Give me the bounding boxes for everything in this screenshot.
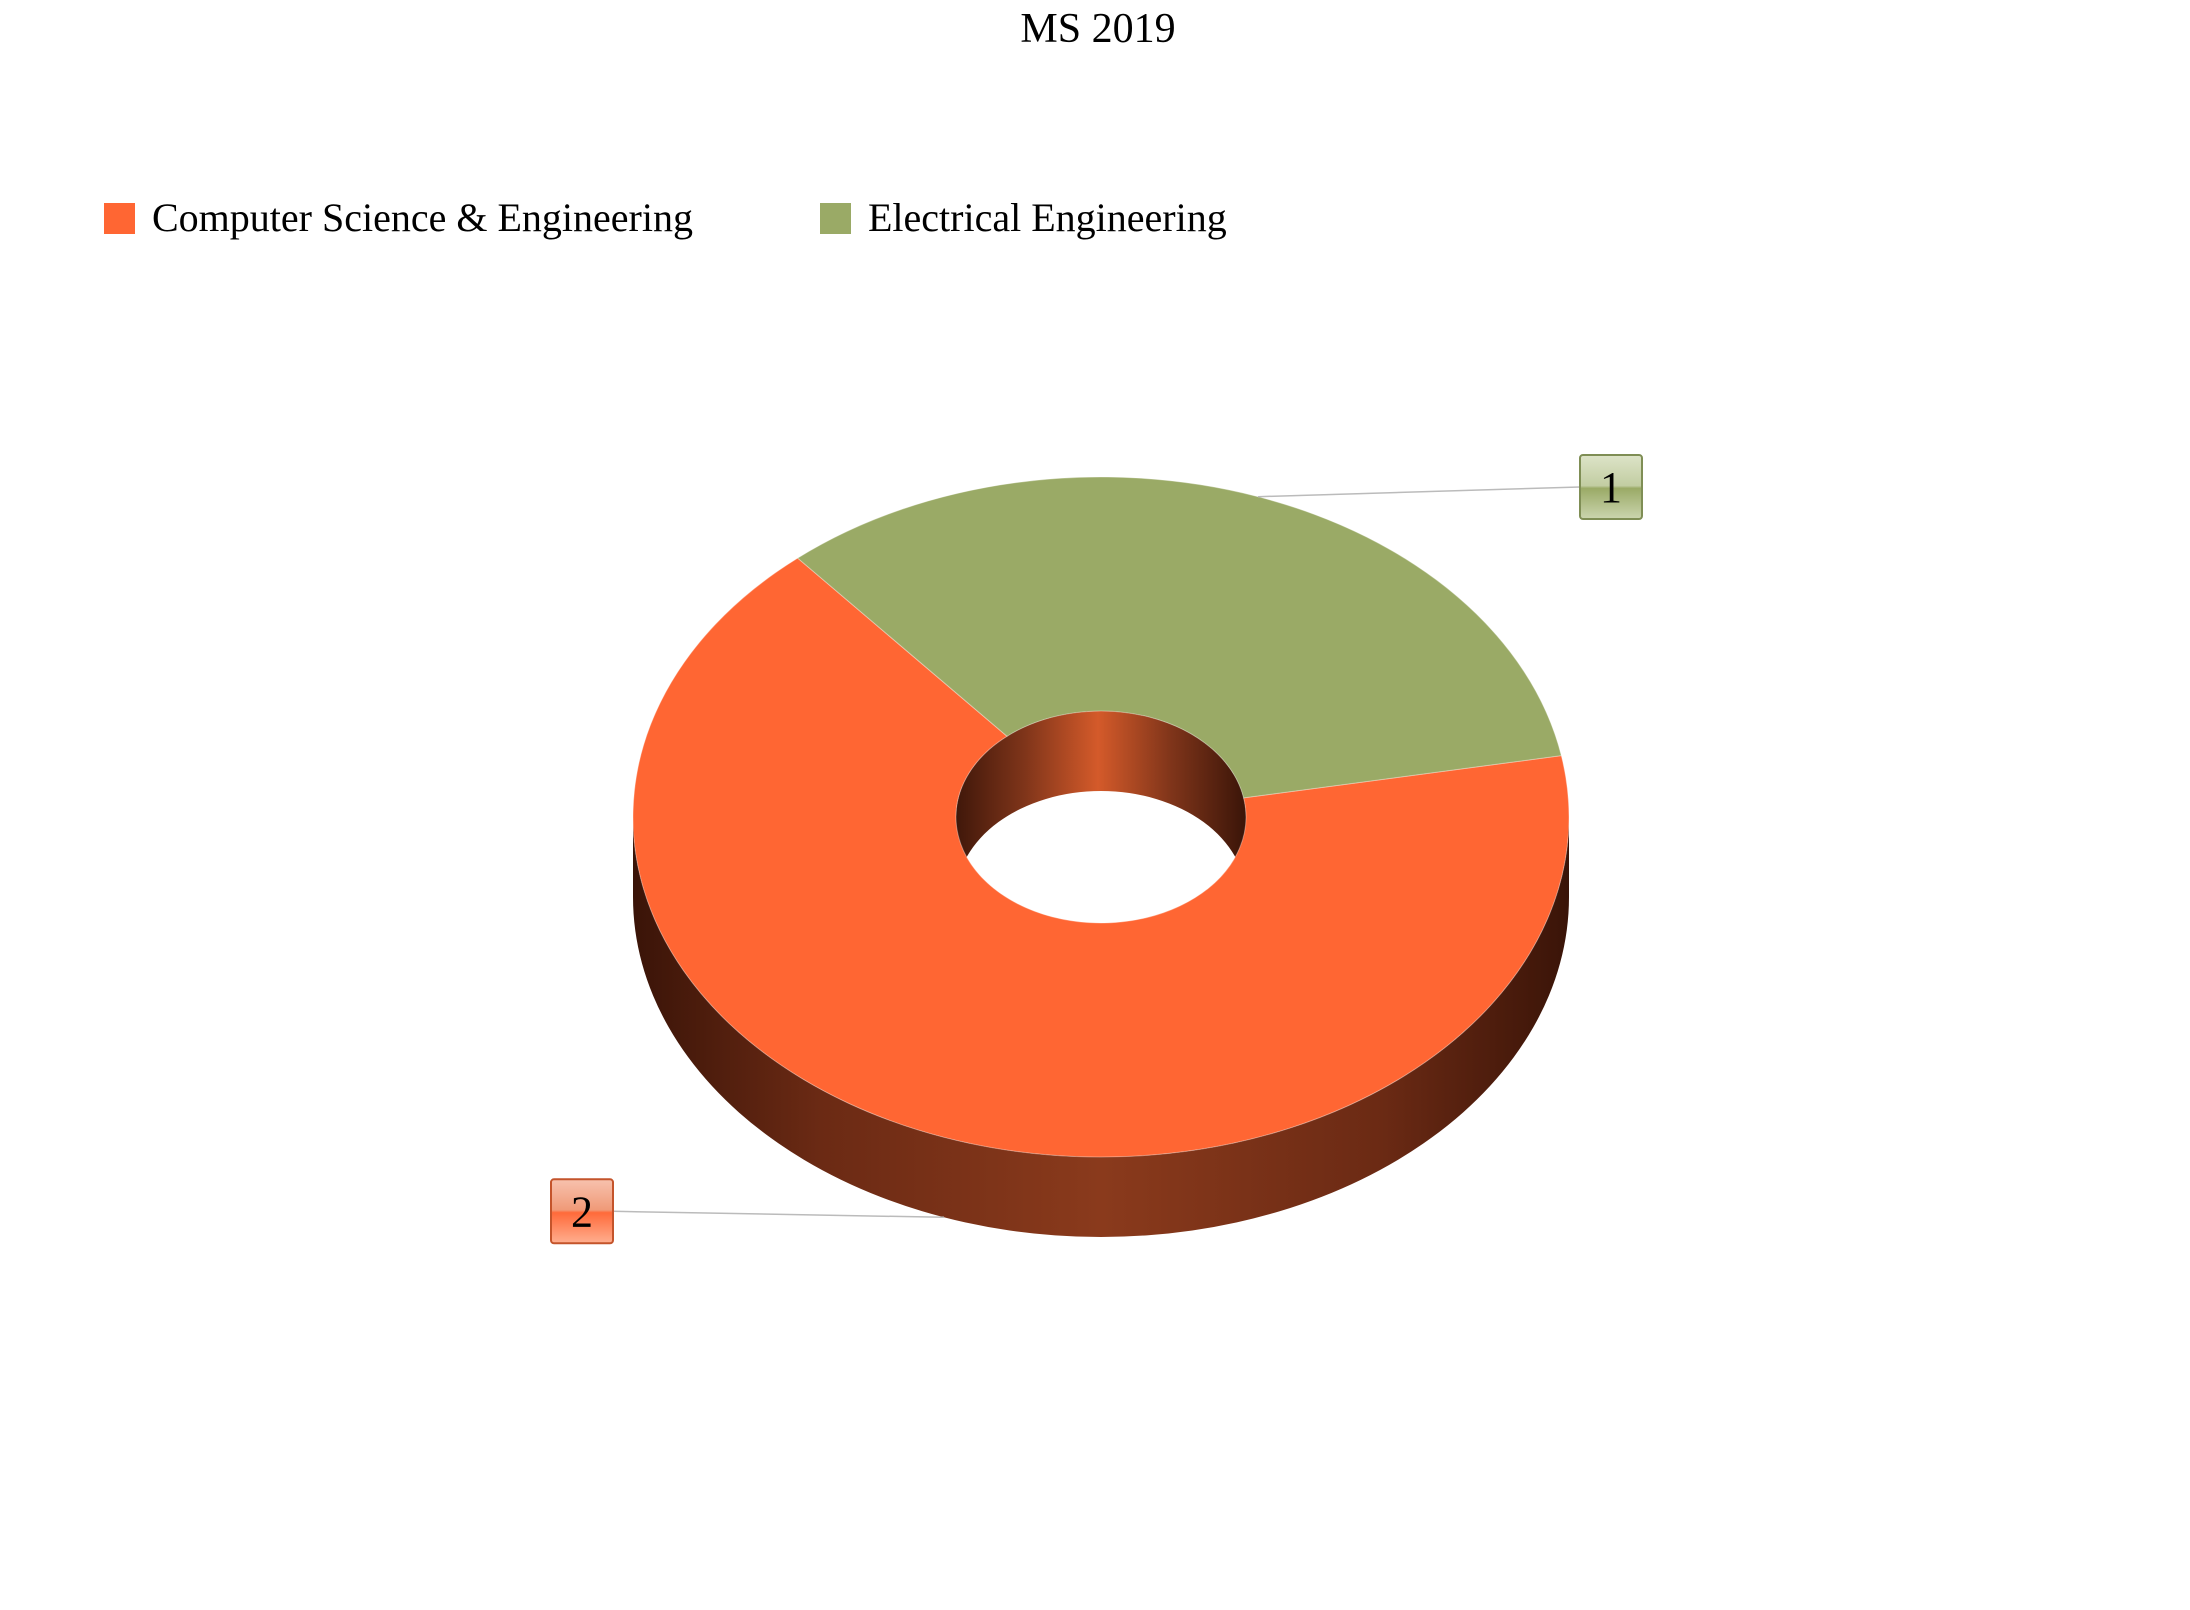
data-labels: 21 (550, 454, 1643, 1245)
leader-line (612, 1210, 945, 1219)
legend-swatch (104, 203, 135, 234)
data-label-electrical-engineering: 1 (1579, 454, 1643, 520)
slice-tops (632, 476, 1570, 1158)
doughnut-hole-wall (956, 711, 1246, 897)
slice-electrical-engineering (796, 476, 1562, 799)
data-label-box (550, 1178, 614, 1245)
slice-computer-science-and-engineering (632, 557, 1570, 1158)
plot-area: 21 (550, 454, 1643, 1245)
outer-side-walls (633, 817, 1569, 1237)
slice-side-computer-science-and-engineering (633, 817, 1569, 1237)
data-label-computer-science-and-engineering: 2 (550, 1178, 614, 1245)
data-label-value: 1 (1600, 463, 1622, 512)
data-label-value: 2 (571, 1187, 593, 1236)
legend-swatch (820, 203, 851, 234)
legend-item-computer-science-and-engineering: Computer Science & Engineering (104, 195, 693, 240)
data-label-box (1579, 454, 1643, 520)
legend: Computer Science & Engineering Electrical… (104, 195, 1227, 240)
legend-item-electrical-engineering: Electrical Engineering (820, 195, 1227, 240)
chart-title: MS 2019 (1020, 6, 1175, 52)
leader-line (1257, 486, 1581, 498)
legend-label: Computer Science & Engineering (152, 195, 693, 240)
legend-label: Electrical Engineering (868, 195, 1227, 240)
